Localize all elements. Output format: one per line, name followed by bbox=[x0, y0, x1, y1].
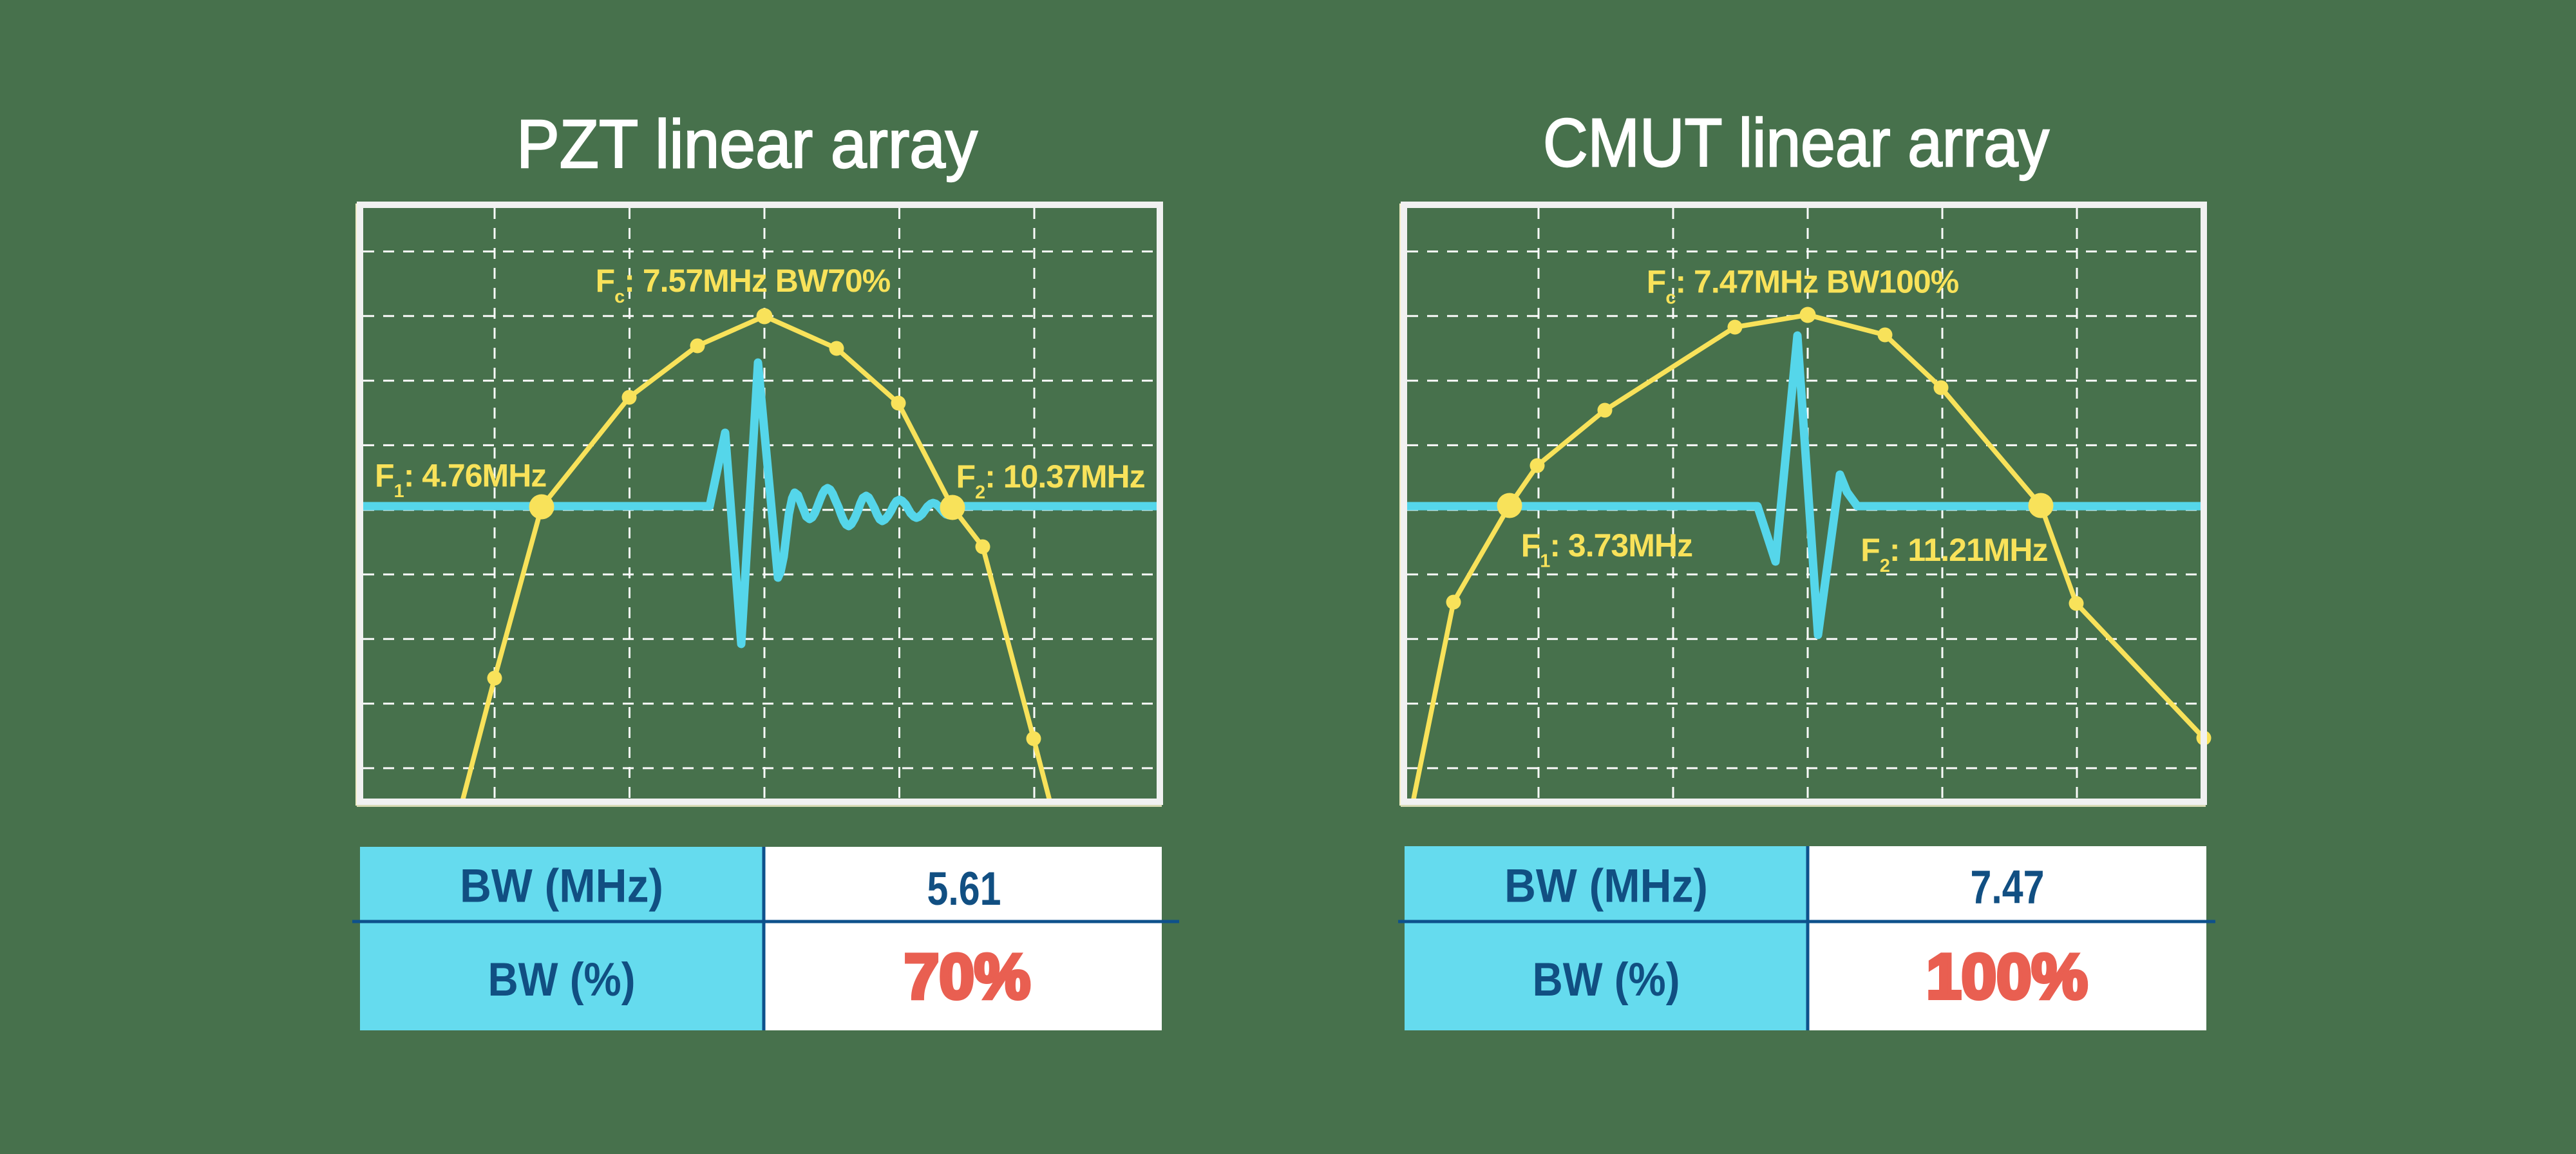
svg-text:7.47: 7.47 bbox=[1971, 862, 2045, 914]
svg-text:PZT linear array: PZT linear array bbox=[516, 106, 978, 182]
svg-text:100%: 100% bbox=[1926, 941, 2088, 1012]
svg-text:F1: 4.76MHz: F1: 4.76MHz bbox=[375, 458, 546, 502]
svg-text:5.61: 5.61 bbox=[927, 863, 1001, 915]
svg-text:F1: 3.73MHz: F1: 3.73MHz bbox=[1521, 527, 1692, 572]
svg-text:BW (%): BW (%) bbox=[488, 954, 636, 1006]
svg-text:CMUT linear array: CMUT linear array bbox=[1543, 105, 2049, 181]
svg-text:Fc: 7.57MHz BW70%: Fc: 7.57MHz BW70% bbox=[596, 263, 891, 307]
svg-text:70%: 70% bbox=[904, 941, 1030, 1012]
svg-text:BW (MHz): BW (MHz) bbox=[1504, 860, 1708, 913]
svg-text:F2: 11.21MHz: F2: 11.21MHz bbox=[1861, 532, 2047, 576]
svg-text:BW (%): BW (%) bbox=[1533, 954, 1680, 1006]
svg-text:F2: 10.37MHz: F2: 10.37MHz bbox=[956, 459, 1145, 503]
svg-text:Fc: 7.47MHz BW100%: Fc: 7.47MHz BW100% bbox=[1647, 263, 1959, 308]
svg-text:BW (MHz): BW (MHz) bbox=[460, 860, 663, 913]
